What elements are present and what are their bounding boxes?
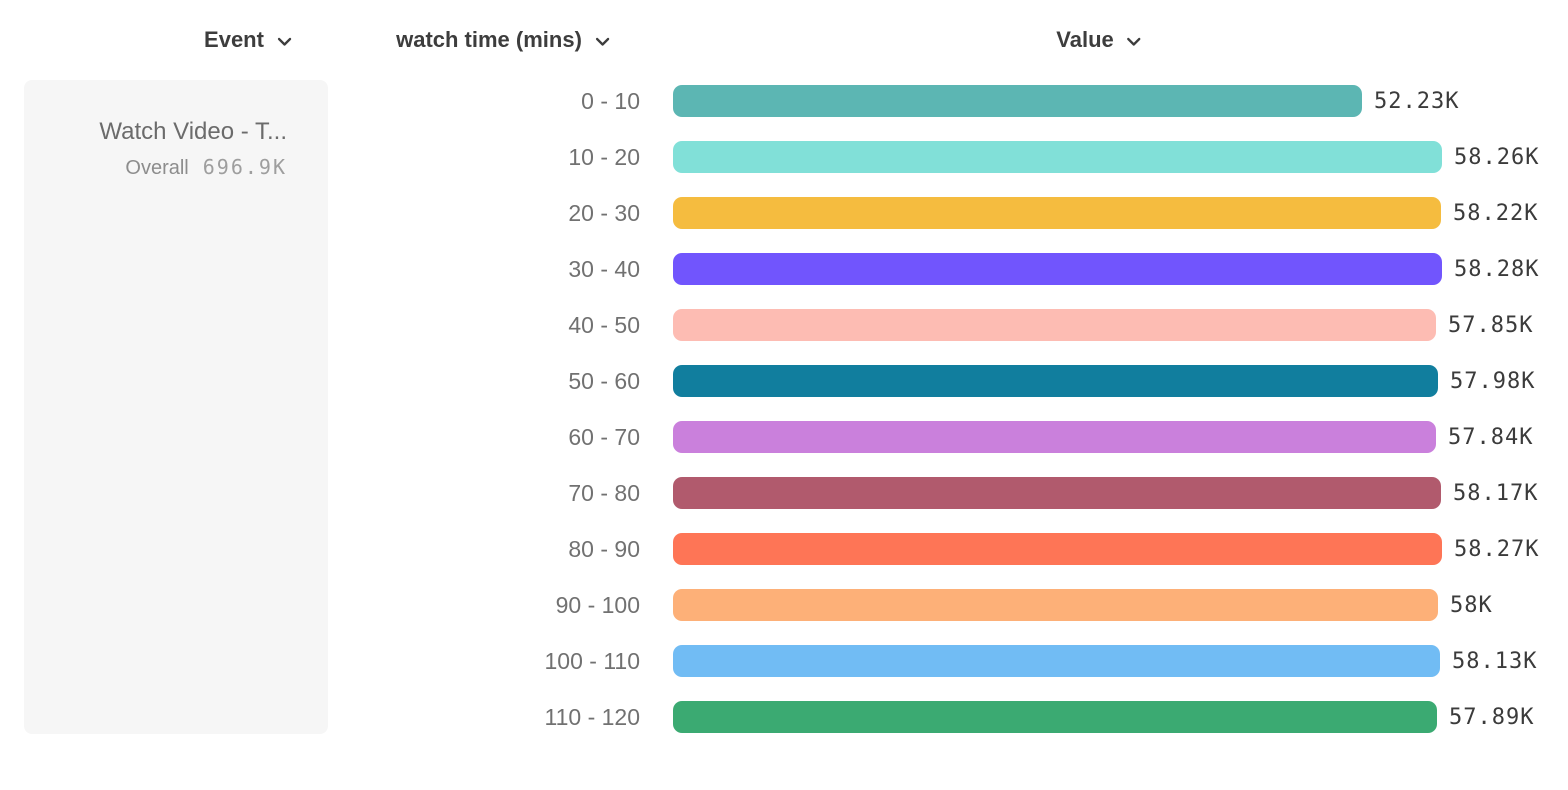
value-label: 57.98K	[1450, 368, 1536, 394]
chart-rows: 0 - 10 52.23K 10 - 20 58.26K 20 - 30 58.22K 30…	[530, 73, 1539, 745]
bar-row: 60 - 70 57.84K	[530, 409, 1539, 465]
bar-row: 20 - 30 58.22K	[530, 185, 1539, 241]
value-bar[interactable]	[673, 197, 1441, 229]
value-bar[interactable]	[673, 365, 1438, 397]
bar-row: 110 - 120 57.89K	[530, 689, 1539, 745]
overall-label: Overall	[125, 157, 189, 179]
bar-row: 10 - 20 58.26K	[530, 129, 1539, 185]
value-label: 52.23K	[1374, 88, 1460, 114]
bucket-label: 30 - 40	[568, 255, 640, 282]
bucket-label: 20 - 30	[568, 199, 640, 226]
event-overall-row: Overall 696.9K	[24, 155, 287, 180]
event-card[interactable]: Watch Video - T... Overall 696.9K	[24, 80, 328, 734]
value-label: 58.27K	[1454, 536, 1540, 562]
bucket-label: 90 - 100	[555, 591, 640, 618]
bucket-label: 40 - 50	[568, 311, 640, 338]
column-header-watch-time-label: watch time (mins)	[396, 27, 582, 52]
chevron-down-icon	[1127, 37, 1142, 47]
chevron-down-icon	[595, 37, 610, 47]
value-bar[interactable]	[673, 589, 1438, 621]
bucket-label: 50 - 60	[568, 367, 640, 394]
bucket-label: 70 - 80	[568, 479, 640, 506]
bucket-label: 100 - 110	[544, 647, 640, 674]
bucket-label: 80 - 90	[568, 535, 640, 562]
overall-value: 696.9K	[202, 155, 287, 179]
bucket-label: 10 - 20	[568, 143, 640, 170]
value-label: 58.28K	[1454, 256, 1540, 282]
bar-row: 70 - 80 58.17K	[530, 465, 1539, 521]
value-label: 58.17K	[1453, 480, 1539, 506]
value-label: 58K	[1450, 592, 1493, 618]
value-label: 57.85K	[1448, 312, 1534, 338]
value-bar[interactable]	[673, 477, 1441, 509]
bar-row: 90 - 100 58K	[530, 577, 1539, 633]
chevron-down-icon	[277, 37, 292, 47]
bar-row: 0 - 10 52.23K	[530, 73, 1539, 129]
value-bar[interactable]	[673, 309, 1436, 341]
value-bar[interactable]	[673, 645, 1440, 677]
bucket-label: 60 - 70	[568, 423, 640, 450]
column-header-value-label: Value	[1056, 27, 1114, 52]
value-label: 57.89K	[1449, 704, 1535, 730]
value-label: 57.84K	[1448, 424, 1534, 450]
bar-row: 80 - 90 58.27K	[530, 521, 1539, 577]
value-bar[interactable]	[673, 701, 1437, 733]
column-header-value[interactable]: Value	[1056, 27, 1141, 53]
value-bar[interactable]	[673, 85, 1362, 117]
bar-row: 40 - 50 57.85K	[530, 297, 1539, 353]
bucket-label: 110 - 120	[544, 703, 640, 730]
value-bar[interactable]	[673, 253, 1442, 285]
bar-row: 30 - 40 58.28K	[530, 241, 1539, 297]
column-header-event-label: Event	[204, 27, 264, 52]
bucket-label: 0 - 10	[581, 87, 640, 114]
value-label: 58.26K	[1454, 144, 1540, 170]
value-label: 58.22K	[1453, 200, 1539, 226]
event-title: Watch Video - T...	[99, 118, 287, 145]
column-header-event[interactable]: Event	[204, 27, 292, 53]
value-label: 58.13K	[1452, 648, 1538, 674]
value-bar[interactable]	[673, 421, 1436, 453]
bar-row: 50 - 60 57.98K	[530, 353, 1539, 409]
value-bar[interactable]	[673, 141, 1442, 173]
column-header-watch-time[interactable]: watch time (mins)	[396, 27, 610, 53]
value-bar[interactable]	[673, 533, 1442, 565]
bar-row: 100 - 110 58.13K	[530, 633, 1539, 689]
